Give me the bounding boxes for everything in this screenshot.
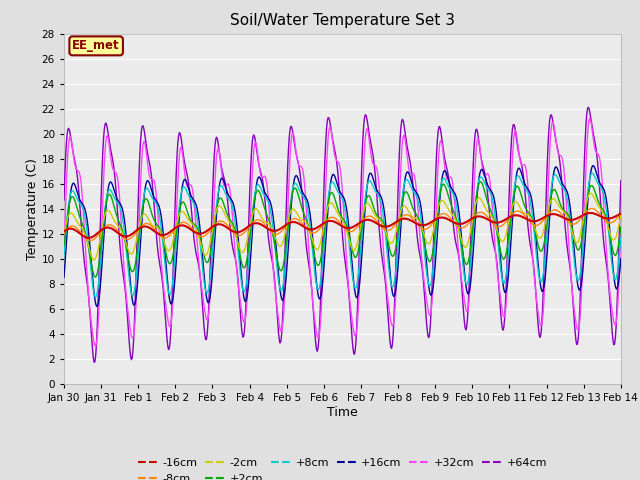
-2cm bbox=[60, 231, 68, 237]
-16cm bbox=[128, 231, 136, 237]
+32cm bbox=[586, 115, 594, 121]
Line: -16cm: -16cm bbox=[64, 213, 621, 238]
+64cm bbox=[185, 180, 193, 186]
-2cm bbox=[428, 237, 435, 243]
Legend: -16cm, -8cm, -2cm, +2cm, +8cm, +16cm, +32cm, +64cm: -16cm, -8cm, -2cm, +2cm, +8cm, +16cm, +3… bbox=[138, 458, 547, 480]
+16cm bbox=[60, 275, 68, 280]
-2cm bbox=[128, 251, 136, 256]
+8cm bbox=[185, 192, 193, 198]
+16cm bbox=[70, 180, 78, 186]
+32cm bbox=[70, 157, 78, 163]
-2cm bbox=[214, 204, 222, 209]
+64cm bbox=[70, 154, 78, 160]
-16cm bbox=[214, 221, 222, 227]
+64cm bbox=[411, 206, 419, 212]
-8cm bbox=[60, 229, 68, 235]
+2cm bbox=[617, 224, 625, 230]
+2cm bbox=[428, 257, 435, 263]
-16cm bbox=[85, 235, 93, 241]
Line: +16cm: +16cm bbox=[64, 166, 621, 306]
-8cm bbox=[70, 224, 78, 229]
+2cm bbox=[91, 274, 99, 280]
+16cm bbox=[617, 256, 625, 262]
Line: +32cm: +32cm bbox=[64, 118, 621, 346]
Title: Soil/Water Temperature Set 3: Soil/Water Temperature Set 3 bbox=[230, 13, 455, 28]
+2cm bbox=[214, 199, 222, 204]
+32cm bbox=[214, 145, 222, 151]
-8cm bbox=[86, 238, 94, 243]
+8cm bbox=[617, 235, 625, 240]
Line: -8cm: -8cm bbox=[64, 208, 621, 240]
+64cm bbox=[584, 104, 592, 110]
-2cm bbox=[411, 215, 419, 221]
+16cm bbox=[411, 187, 419, 193]
-16cm bbox=[70, 227, 78, 232]
+8cm bbox=[60, 253, 68, 259]
-2cm bbox=[70, 214, 78, 219]
+2cm bbox=[477, 179, 484, 185]
+8cm bbox=[214, 190, 222, 196]
+8cm bbox=[411, 191, 419, 196]
-8cm bbox=[128, 234, 136, 240]
Y-axis label: Temperature (C): Temperature (C) bbox=[26, 158, 39, 260]
-8cm bbox=[428, 222, 435, 228]
+2cm bbox=[411, 209, 419, 215]
Line: +64cm: +64cm bbox=[64, 107, 621, 362]
+2cm bbox=[70, 196, 78, 202]
+64cm bbox=[214, 140, 222, 146]
Line: +8cm: +8cm bbox=[64, 173, 621, 297]
+16cm bbox=[589, 163, 596, 168]
Line: +2cm: +2cm bbox=[64, 182, 621, 277]
+32cm bbox=[411, 175, 419, 180]
+16cm bbox=[214, 193, 222, 199]
-8cm bbox=[411, 218, 419, 224]
+16cm bbox=[185, 186, 193, 192]
+8cm bbox=[588, 170, 596, 176]
+64cm bbox=[428, 309, 435, 315]
+32cm bbox=[617, 229, 625, 235]
+64cm bbox=[90, 360, 98, 365]
+8cm bbox=[92, 294, 100, 300]
-16cm bbox=[411, 220, 419, 226]
-2cm bbox=[185, 217, 193, 223]
+32cm bbox=[428, 308, 435, 314]
Text: EE_met: EE_met bbox=[72, 39, 120, 52]
-16cm bbox=[617, 211, 625, 216]
+8cm bbox=[70, 189, 78, 195]
-2cm bbox=[587, 191, 595, 196]
+8cm bbox=[428, 280, 435, 286]
-8cm bbox=[588, 205, 596, 211]
X-axis label: Time: Time bbox=[327, 406, 358, 419]
+32cm bbox=[92, 343, 100, 349]
Line: -2cm: -2cm bbox=[64, 193, 621, 260]
+16cm bbox=[128, 296, 136, 302]
-8cm bbox=[214, 219, 222, 225]
+32cm bbox=[128, 335, 136, 341]
+16cm bbox=[428, 292, 435, 298]
+64cm bbox=[128, 355, 136, 361]
+2cm bbox=[128, 269, 136, 275]
-16cm bbox=[185, 225, 193, 231]
+64cm bbox=[60, 197, 68, 203]
+64cm bbox=[617, 178, 625, 183]
+32cm bbox=[60, 249, 68, 255]
-16cm bbox=[428, 219, 435, 225]
-16cm bbox=[60, 228, 68, 234]
-2cm bbox=[617, 212, 625, 218]
-16cm bbox=[587, 210, 595, 216]
+32cm bbox=[185, 184, 193, 190]
+2cm bbox=[185, 213, 193, 218]
+16cm bbox=[93, 303, 101, 309]
-8cm bbox=[185, 222, 193, 228]
-2cm bbox=[90, 257, 98, 263]
+8cm bbox=[128, 292, 136, 298]
+2cm bbox=[60, 243, 68, 249]
-8cm bbox=[617, 211, 625, 216]
